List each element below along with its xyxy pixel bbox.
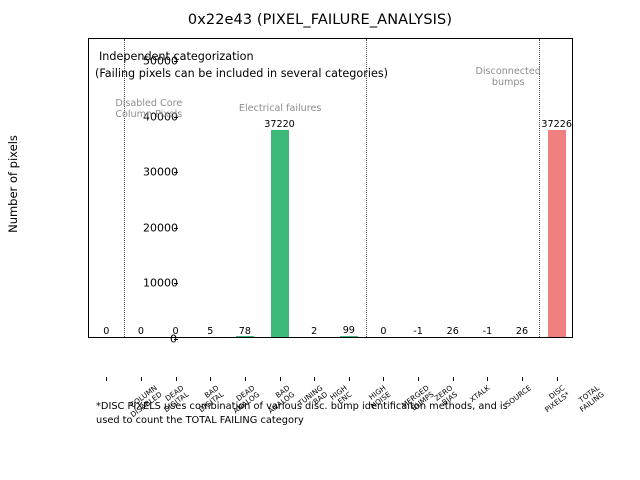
y-tick-mark — [174, 227, 178, 229]
annotation-disconnected-bumps-line1: Disconnected — [475, 65, 541, 77]
bar-value-label: 5 — [207, 325, 214, 337]
y-tick-label: 50000 — [143, 54, 178, 68]
y-tick-mark — [174, 61, 178, 63]
bar-value-label: 26 — [446, 325, 459, 337]
x-tick-mark — [175, 377, 177, 381]
x-tick-mark — [106, 377, 108, 381]
x-tick-mark — [348, 377, 350, 381]
bar-value-label: 37220 — [264, 119, 295, 131]
bar-value-label: 78 — [238, 325, 251, 337]
bar-high[interactable] — [339, 335, 358, 337]
y-tick-label: 30000 — [143, 165, 178, 179]
y-tick-mark — [174, 116, 178, 118]
bar-value-label: 99 — [342, 325, 355, 337]
y-tick-label: 40000 — [143, 110, 178, 124]
annotation-electrical-failures-line1: Electrical failures — [238, 102, 322, 114]
x-tick-mark — [314, 377, 316, 381]
x-tick-mark — [487, 377, 489, 381]
x-tick-mark — [556, 377, 558, 381]
x-tick-mark — [418, 377, 420, 381]
bar-value-label: -1 — [482, 326, 493, 337]
annotation-disconnected-bumps: Disconnected bumps — [457, 54, 541, 100]
bar-value-label: 26 — [515, 325, 529, 337]
group-divider — [123, 39, 125, 337]
annotation-independent-categorization: Independent categorization — [99, 50, 254, 63]
y-tick-mark — [174, 283, 178, 285]
x-tick-mark — [383, 377, 385, 381]
bar-value-label: 37226 — [541, 119, 572, 131]
x-tick-mark — [140, 377, 142, 381]
bar-value-label: 2 — [311, 325, 318, 337]
y-tick-mark — [174, 172, 178, 174]
x-tick-mark — [210, 377, 212, 381]
page-title: 0x22e43 (PIXEL_FAILURE_ANALYSIS) — [187, 12, 453, 28]
group-divider — [366, 39, 368, 337]
bar-value-label: 0 — [103, 326, 110, 337]
annotation-disabled-core-line1: Disabled Core — [115, 97, 183, 109]
footnote-line-1: *DISC PIXELS uses combination of various… — [96, 401, 508, 412]
bar-tuning[interactable] — [270, 130, 289, 337]
x-tick-mark — [452, 377, 454, 381]
annotation-electrical-failures: Electrical failures — [221, 91, 322, 126]
x-tick-mark — [279, 377, 281, 381]
plot-area: Number of pixels 01000020000300004000050… — [6, 38, 606, 419]
footnote: *DISC PIXELS uses combination of various… — [96, 400, 596, 427]
footnote-line-2: used to count the TOTAL FAILING category — [96, 414, 304, 426]
bar-total[interactable] — [547, 130, 566, 337]
y-axis-label: Number of pixels — [6, 135, 20, 233]
x-tick-mark — [522, 377, 524, 381]
x-tick-mark — [244, 377, 246, 381]
y-tick-label: 10000 — [143, 276, 178, 290]
y-tick-label: 0 — [143, 333, 177, 346]
bar-value-label: 0 — [172, 326, 179, 337]
bar-value-label: -1 — [413, 326, 423, 337]
bar-value-label: 0 — [137, 326, 145, 337]
annotation-independent-categorization-sub: (Failing pixels can be included in sever… — [95, 67, 389, 80]
group-divider — [539, 39, 541, 337]
annotation-disabled-core-column-pixels: Disabled Core Column Pixels — [97, 86, 182, 132]
bar-bad[interactable] — [235, 335, 254, 337]
annotation-disconnected-bumps-line2: bumps — [491, 77, 525, 88]
y-tick-label: 20000 — [143, 221, 178, 235]
bar-value-label: 0 — [380, 326, 387, 337]
annotation-disabled-core-line2: Column Pixels — [115, 109, 183, 120]
y-tick-mark — [174, 339, 178, 340]
